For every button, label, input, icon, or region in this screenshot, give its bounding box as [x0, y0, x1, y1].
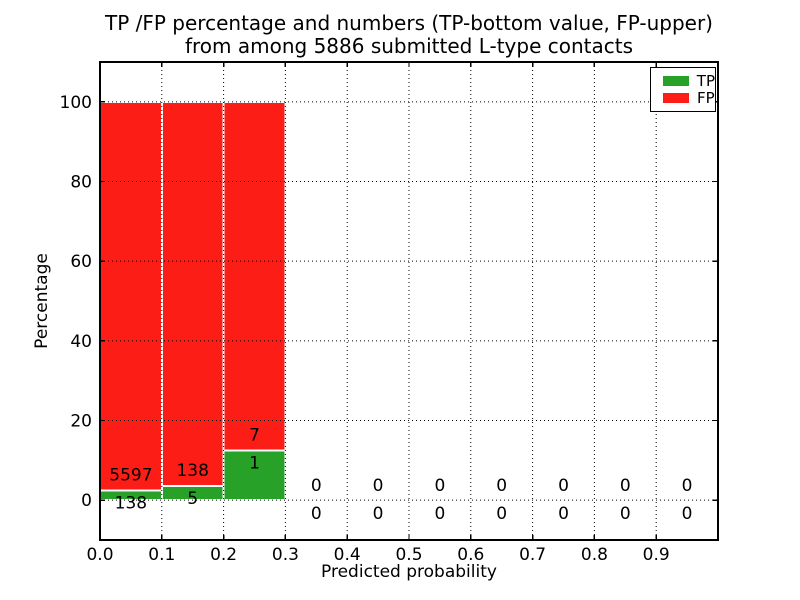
x-axis-title: Predicted probability — [321, 562, 497, 582]
bar-fp-segment — [222, 100, 287, 452]
legend-swatch-fp-icon — [663, 93, 689, 103]
x-tick-label: 0.5 — [395, 545, 422, 565]
chart-title: TP /FP percentage and numbers (TP-bottom… — [100, 12, 718, 58]
x-tick-label: 0.7 — [519, 545, 546, 565]
x-tick-label: 0.1 — [148, 545, 175, 565]
bar-fp-segment — [160, 100, 225, 488]
y-tick-label: 20 — [70, 412, 92, 432]
x-tick-label: 0.0 — [86, 545, 113, 565]
annotation-tp-count: 0 — [311, 504, 322, 524]
legend-item-tp: TP — [663, 72, 715, 90]
legend: TP FP — [650, 67, 716, 112]
annotation-fp-count: 7 — [249, 425, 260, 445]
x-tick-label: 0.2 — [210, 545, 237, 565]
annotation-fp-count: 0 — [682, 476, 693, 496]
annotation-tp-count: 0 — [496, 504, 507, 524]
bar-fp-segment — [99, 100, 163, 492]
bar-tp-segment — [222, 449, 287, 502]
annotation-fp-count: 0 — [373, 476, 384, 496]
x-tick-label: 0.6 — [457, 545, 484, 565]
chart-title-line2: from among 5886 submitted L-type contact… — [184, 34, 634, 58]
annotation-fp-count: 0 — [434, 476, 445, 496]
annotation-tp-count: 0 — [558, 504, 569, 524]
annotation-tp-count: 138 — [115, 494, 147, 514]
x-tick-label: 0.4 — [334, 545, 361, 565]
legend-label-fp: FP — [697, 89, 715, 107]
annotation-tp-count: 1 — [249, 453, 260, 473]
legend-swatch-tp-icon — [663, 76, 689, 86]
y-tick-label: 40 — [70, 332, 92, 352]
annotation-fp-count: 0 — [620, 476, 631, 496]
x-tick-label: 0.8 — [581, 545, 608, 565]
annotation-fp-count: 0 — [311, 476, 322, 496]
x-tick-label: 0.9 — [643, 545, 670, 565]
annotation-fp-count: 0 — [558, 476, 569, 496]
legend-label-tp: TP — [696, 72, 715, 90]
y-tick-label: 0 — [81, 491, 92, 511]
annotation-fp-count: 5597 — [109, 466, 152, 486]
y-tick-label: 80 — [70, 173, 92, 193]
y-tick-label: 100 — [60, 93, 92, 113]
annotation-fp-count: 138 — [176, 461, 208, 481]
x-tick-label: 0.3 — [272, 545, 299, 565]
annotation-fp-count: 0 — [496, 476, 507, 496]
annotation-tp-count: 5 — [187, 489, 198, 509]
annotation-tp-count: 0 — [434, 504, 445, 524]
annotation-tp-count: 0 — [682, 504, 693, 524]
annotation-tp-count: 0 — [620, 504, 631, 524]
annotation-tp-count: 0 — [373, 504, 384, 524]
y-tick-label: 60 — [70, 252, 92, 272]
legend-item-fp: FP — [663, 89, 715, 107]
chart-title-line1: TP /FP percentage and numbers (TP-bottom… — [105, 11, 713, 35]
